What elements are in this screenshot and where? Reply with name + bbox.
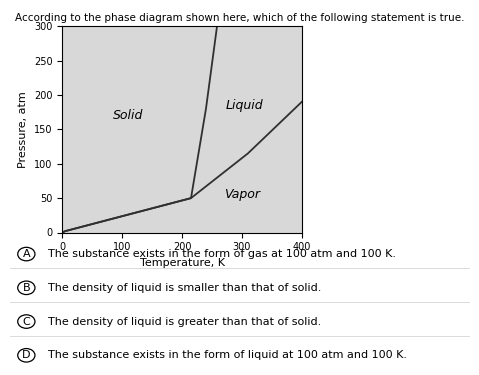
Text: The density of liquid is smaller than that of solid.: The density of liquid is smaller than th… xyxy=(48,283,321,293)
Text: Solid: Solid xyxy=(113,109,143,122)
Text: A: A xyxy=(23,249,30,259)
Text: Liquid: Liquid xyxy=(226,99,264,112)
Text: B: B xyxy=(23,283,30,293)
Text: The substance exists in the form of liquid at 100 atm and 100 K.: The substance exists in the form of liqu… xyxy=(48,350,407,360)
X-axis label: Temperature, K: Temperature, K xyxy=(139,258,225,268)
Text: The density of liquid is greater than that of solid.: The density of liquid is greater than th… xyxy=(48,316,321,327)
Y-axis label: Pressure, atm: Pressure, atm xyxy=(18,91,28,168)
Text: The substance exists in the form of gas at 100 atm and 100 K.: The substance exists in the form of gas … xyxy=(48,249,396,259)
Text: Vapor: Vapor xyxy=(224,188,260,201)
Text: D: D xyxy=(22,350,31,360)
Text: C: C xyxy=(23,316,30,327)
Text: According to the phase diagram shown here, which of the following statement is t: According to the phase diagram shown her… xyxy=(15,13,464,23)
